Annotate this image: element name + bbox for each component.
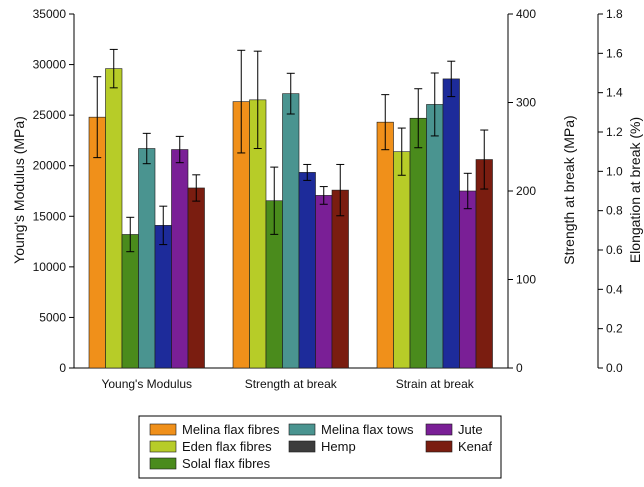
bar: [315, 195, 333, 369]
bar: [426, 104, 444, 369]
middle-axis-title: Strength at break (MPa): [561, 115, 577, 264]
right-tick-label: 1.8: [606, 7, 623, 21]
bars-group: [88, 48, 493, 369]
right-tick-label: 0.6: [606, 243, 623, 257]
legend-label: Hemp: [321, 439, 356, 454]
bar: [171, 149, 189, 369]
right-tick-label: 0.8: [606, 204, 623, 218]
bar: [282, 93, 300, 369]
legend-swatch: [149, 440, 177, 453]
legend-swatch: [149, 457, 177, 470]
legend-swatch: [149, 423, 177, 436]
middle-tick-label: 200: [516, 184, 536, 198]
legend-label: Melina flax tows: [321, 422, 414, 437]
left-axis-title: Young's Modulus (MPa): [11, 116, 27, 264]
right-axis-title: Elongation at break (%): [627, 117, 643, 263]
category-label: Strain at break: [396, 377, 475, 391]
legend-swatch: [425, 423, 453, 436]
right-tick-label: 0.0: [606, 361, 623, 375]
legend-label: Solal flax fibres: [182, 456, 271, 471]
bar: [121, 234, 139, 369]
legend-label: Eden flax fibres: [182, 439, 272, 454]
left-tick-label: 35000: [33, 7, 67, 21]
category-labels: Young's Modulus Strength at break Strain a…: [101, 377, 474, 391]
right-tick-label: 1.6: [606, 46, 623, 60]
bar: [154, 225, 172, 369]
bar: [187, 187, 205, 369]
right-tick-label: 1.4: [606, 86, 623, 100]
category-label: Strength at break: [245, 377, 338, 391]
bar: [409, 117, 427, 369]
right-tick-label: 0.2: [606, 322, 623, 336]
legend-swatch: [425, 440, 453, 453]
bar: [459, 190, 477, 369]
left-tick-label: 15000: [33, 209, 67, 223]
right-tick-label: 0.4: [606, 282, 623, 296]
legend-label: Melina flax fibres: [182, 422, 280, 437]
left-tick-label: 10000: [33, 260, 67, 274]
bar: [138, 148, 156, 369]
bar: [442, 78, 460, 369]
legend-swatch: [288, 440, 316, 453]
right-tick-label: 1.0: [606, 164, 623, 178]
middle-tick-label: 0: [516, 361, 523, 375]
left-tick-label: 30000: [33, 58, 67, 72]
category-label: Young's Modulus: [101, 377, 192, 391]
bar: [105, 68, 123, 369]
legend: Melina flax fibres Eden flax fibres Solal …: [138, 415, 502, 479]
left-tick-label: 20000: [33, 159, 67, 173]
left-tick-label: 5000: [39, 310, 66, 324]
left-axis: 0 5000 10000 15000 20000 25000 30000 35000: [33, 7, 74, 375]
legend-swatch: [288, 423, 316, 436]
middle-axis: 0 100 200 300 400: [508, 7, 536, 375]
legend-label: Jute: [458, 422, 483, 437]
legend-label: Kenaf: [458, 439, 492, 454]
middle-tick-label: 300: [516, 96, 536, 110]
right-tick-label: 1.2: [606, 125, 623, 139]
left-tick-label: 0: [59, 361, 66, 375]
middle-tick-label: 400: [516, 7, 536, 21]
bar: [376, 121, 394, 369]
left-tick-label: 25000: [33, 108, 67, 122]
bar: [393, 151, 411, 369]
bar: [475, 159, 493, 369]
middle-tick-label: 100: [516, 273, 536, 287]
right-axis: 0.0 0.2 0.4 0.6 0.8 1.0 1.2 1.4 1.6 1.8: [598, 7, 623, 375]
bar: [331, 189, 349, 369]
bar: [298, 172, 316, 369]
